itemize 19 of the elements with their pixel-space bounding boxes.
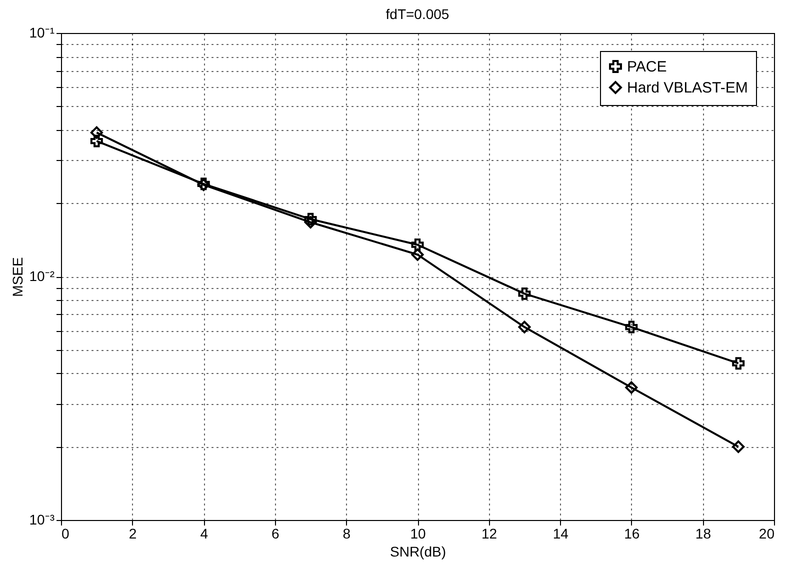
- legend-label: PACE: [627, 58, 667, 76]
- x-tick-label: 14: [552, 526, 569, 542]
- x-tick-label: 2: [128, 526, 137, 542]
- y-tick-label: 10⁻³: [29, 512, 55, 528]
- chart-title: fdT=0.005: [386, 6, 450, 22]
- x-tick-label: 12: [482, 526, 498, 542]
- y-tick-label: 10⁻²: [29, 268, 55, 284]
- x-tick-label: 16: [624, 526, 640, 542]
- x-tick-label: 18: [695, 526, 712, 542]
- x-tick-label: 4: [200, 526, 208, 542]
- x-tick-label: 6: [272, 526, 280, 542]
- y-tick-label: 10⁻¹: [29, 24, 55, 40]
- x-tick-label: 8: [342, 526, 351, 542]
- legend-label: Hard VBLAST-EM: [627, 80, 748, 96]
- x-tick-label: 10: [410, 526, 426, 542]
- x-tick-label: 20: [758, 526, 775, 542]
- x-axis-title: SNR(dB): [390, 544, 446, 560]
- y-axis-title: MSEE: [9, 257, 26, 297]
- x-tick-label: 0: [62, 526, 70, 542]
